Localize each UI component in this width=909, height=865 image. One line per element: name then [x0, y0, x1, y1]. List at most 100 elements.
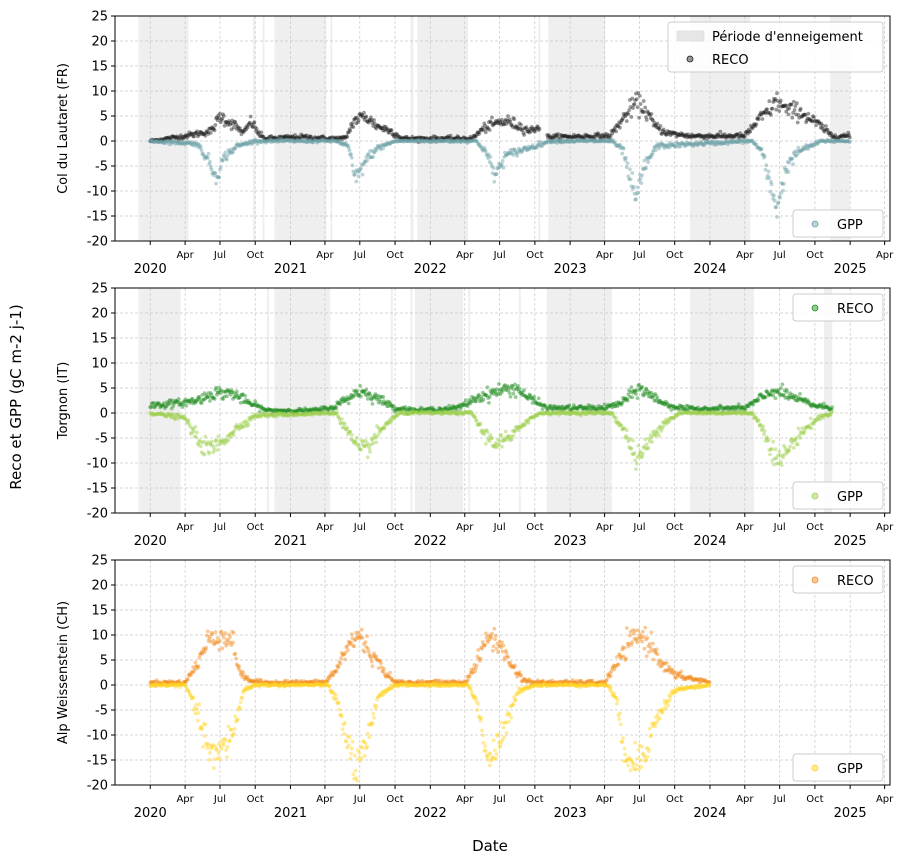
x-year-label: 2024 [693, 534, 726, 549]
data-point-gpp [421, 139, 426, 144]
data-point-reco [648, 116, 653, 120]
data-point-gpp [235, 143, 240, 148]
data-point-reco [573, 135, 578, 139]
data-point-reco [674, 134, 679, 139]
data-point-reco [355, 116, 359, 120]
data-point-gpp [363, 160, 368, 164]
x-year-label: 2021 [274, 534, 307, 549]
data-point-gpp [247, 139, 252, 143]
data-point-reco [297, 136, 302, 141]
data-point-reco [497, 118, 501, 123]
data-point-reco [526, 129, 530, 134]
data-point-reco [812, 119, 817, 124]
data-point-reco [261, 134, 265, 139]
data-point-gpp [608, 139, 612, 144]
data-point-gpp [490, 171, 495, 176]
data-point-gpp [327, 139, 332, 144]
data-point-reco [225, 122, 230, 127]
data-point-gpp [588, 138, 593, 143]
data-point-reco [210, 125, 215, 130]
data-point-gpp [233, 146, 238, 151]
data-point-reco [514, 125, 519, 130]
data-point-gpp [291, 139, 296, 144]
data-point-gpp [791, 445, 796, 450]
data-point-gpp [166, 140, 171, 144]
data-point-gpp [373, 146, 378, 151]
data-point-reco [270, 136, 274, 141]
data-point-reco [756, 398, 761, 403]
data-point-reco [629, 115, 634, 119]
data-point-gpp [234, 142, 239, 147]
data-point-gpp [195, 718, 200, 723]
data-point-reco [546, 133, 551, 138]
data-point-reco [344, 134, 349, 139]
data-point-gpp [500, 162, 504, 167]
data-point-reco [681, 133, 686, 138]
data-point-gpp [259, 138, 264, 143]
x-year-label: 2020 [134, 534, 167, 549]
data-point-reco [488, 119, 493, 124]
data-point-reco [196, 664, 201, 669]
data-point-reco [371, 124, 376, 128]
data-point-reco [423, 136, 428, 141]
data-point-reco [779, 104, 784, 109]
data-point-reco [382, 124, 386, 129]
data-point-gpp [631, 186, 635, 191]
data-point-reco [482, 121, 487, 126]
data-point-reco [359, 627, 364, 632]
data-point-reco [290, 134, 295, 139]
data-point-reco [798, 106, 803, 111]
data-point-gpp [634, 467, 638, 471]
data-point-reco [362, 118, 367, 122]
data-point-reco [287, 134, 291, 139]
data-point-gpp [773, 447, 778, 452]
data-point-gpp [243, 140, 248, 145]
data-point-gpp [573, 139, 578, 144]
data-point-gpp [766, 437, 771, 442]
data-point-gpp [202, 734, 207, 738]
data-point-gpp [201, 152, 206, 157]
data-point-reco [787, 106, 792, 111]
data-point-reco [164, 137, 169, 141]
data-point-reco [359, 394, 363, 399]
data-point-gpp [329, 140, 333, 144]
data-point-gpp [591, 138, 595, 143]
data-point-reco [846, 130, 851, 135]
data-point-gpp [766, 169, 771, 174]
data-point-gpp [442, 138, 447, 143]
data-point-gpp [266, 138, 271, 143]
data-point-reco [251, 121, 256, 126]
data-point-gpp [544, 140, 549, 145]
y-tick-label: 10 [91, 357, 108, 372]
data-point-gpp [217, 175, 222, 180]
data-point-gpp [507, 151, 512, 155]
data-point-reco [784, 109, 789, 114]
data-point-gpp [629, 446, 634, 451]
data-point-reco [281, 135, 286, 140]
data-point-gpp [393, 138, 398, 143]
data-point-reco [274, 137, 279, 141]
data-point-reco [742, 135, 746, 140]
data-point-gpp [258, 140, 263, 144]
data-point-reco [216, 113, 221, 118]
data-point-gpp [193, 424, 198, 429]
data-point-gpp [551, 139, 556, 144]
data-point-reco [170, 134, 175, 139]
data-point-gpp [226, 724, 231, 729]
data-point-reco [748, 129, 753, 134]
data-point-reco [628, 105, 633, 109]
data-point-gpp [644, 442, 649, 447]
data-point-reco [834, 137, 838, 141]
data-point-reco [821, 128, 826, 133]
data-point-gpp [568, 140, 572, 144]
data-point-reco [740, 133, 745, 138]
data-point-reco [307, 134, 312, 139]
data-point-reco [834, 135, 839, 140]
data-point-reco [670, 130, 675, 135]
data-point-gpp [200, 151, 205, 156]
data-point-reco [842, 132, 847, 137]
data-point-reco [581, 134, 585, 139]
data-point-reco [311, 137, 316, 142]
data-point-gpp [207, 451, 212, 456]
